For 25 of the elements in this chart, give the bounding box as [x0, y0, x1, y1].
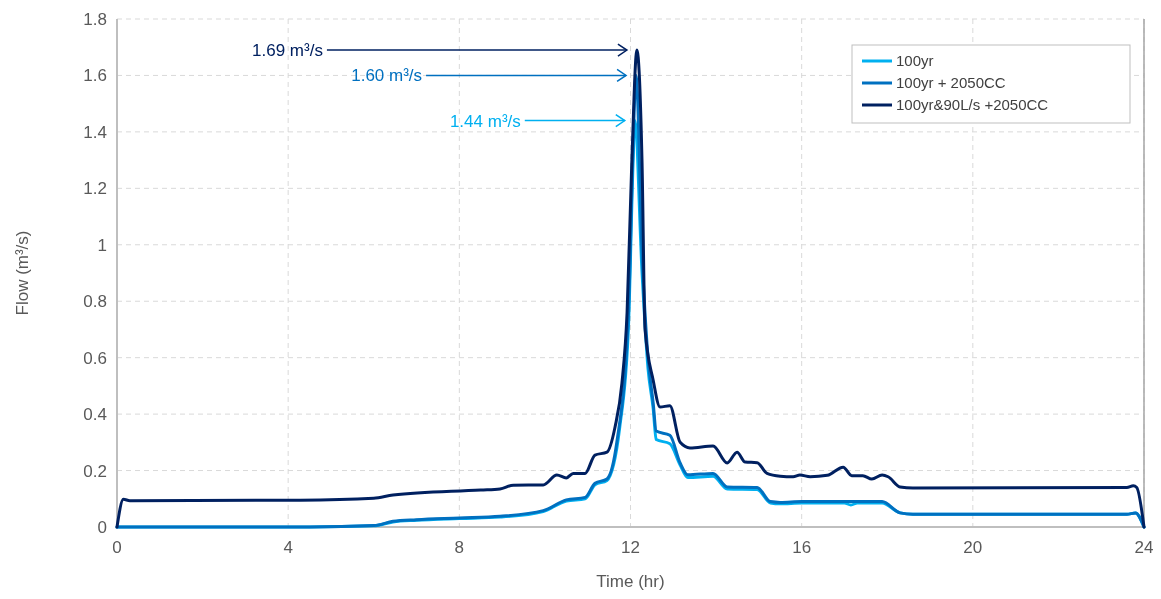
- y-tick-label: 1.2: [83, 179, 107, 199]
- y-tick-label: 1.4: [83, 122, 107, 142]
- y-tick-label: 0.6: [83, 348, 107, 368]
- x-tick-label: 20: [963, 538, 983, 557]
- legend-label: 100yr&90L/s +2050CC: [896, 96, 1049, 113]
- y-axis-title: Flow (m³/s): [13, 230, 32, 316]
- annotation: 1.69 m³/s: [252, 40, 323, 60]
- x-axis-title: Time (hr): [596, 572, 665, 591]
- x-tick-label: 16: [792, 538, 812, 557]
- x-tick-label: 24: [1134, 538, 1154, 557]
- x-tick-label: 0: [112, 538, 122, 557]
- y-tick-label: 1.6: [83, 66, 107, 86]
- y-tick-label: 0.4: [83, 405, 107, 425]
- x-tick-label: 4: [283, 538, 293, 557]
- y-tick-label: 0.2: [83, 461, 107, 481]
- x-tick-label: 12: [621, 538, 640, 557]
- x-tick-label: 8: [454, 538, 465, 557]
- legend-label: 100yr + 2050CC: [896, 74, 1006, 91]
- y-tick-label: 0.8: [83, 292, 107, 312]
- y-tick-label: 0: [97, 517, 107, 537]
- y-tick-label: 1.8: [83, 9, 107, 29]
- annotation: 1.44 m³/s: [449, 111, 521, 131]
- y-tick-label: 1: [97, 235, 107, 255]
- legend-label: 100yr: [896, 52, 934, 69]
- annotation: 1.60 m³/s: [351, 66, 423, 86]
